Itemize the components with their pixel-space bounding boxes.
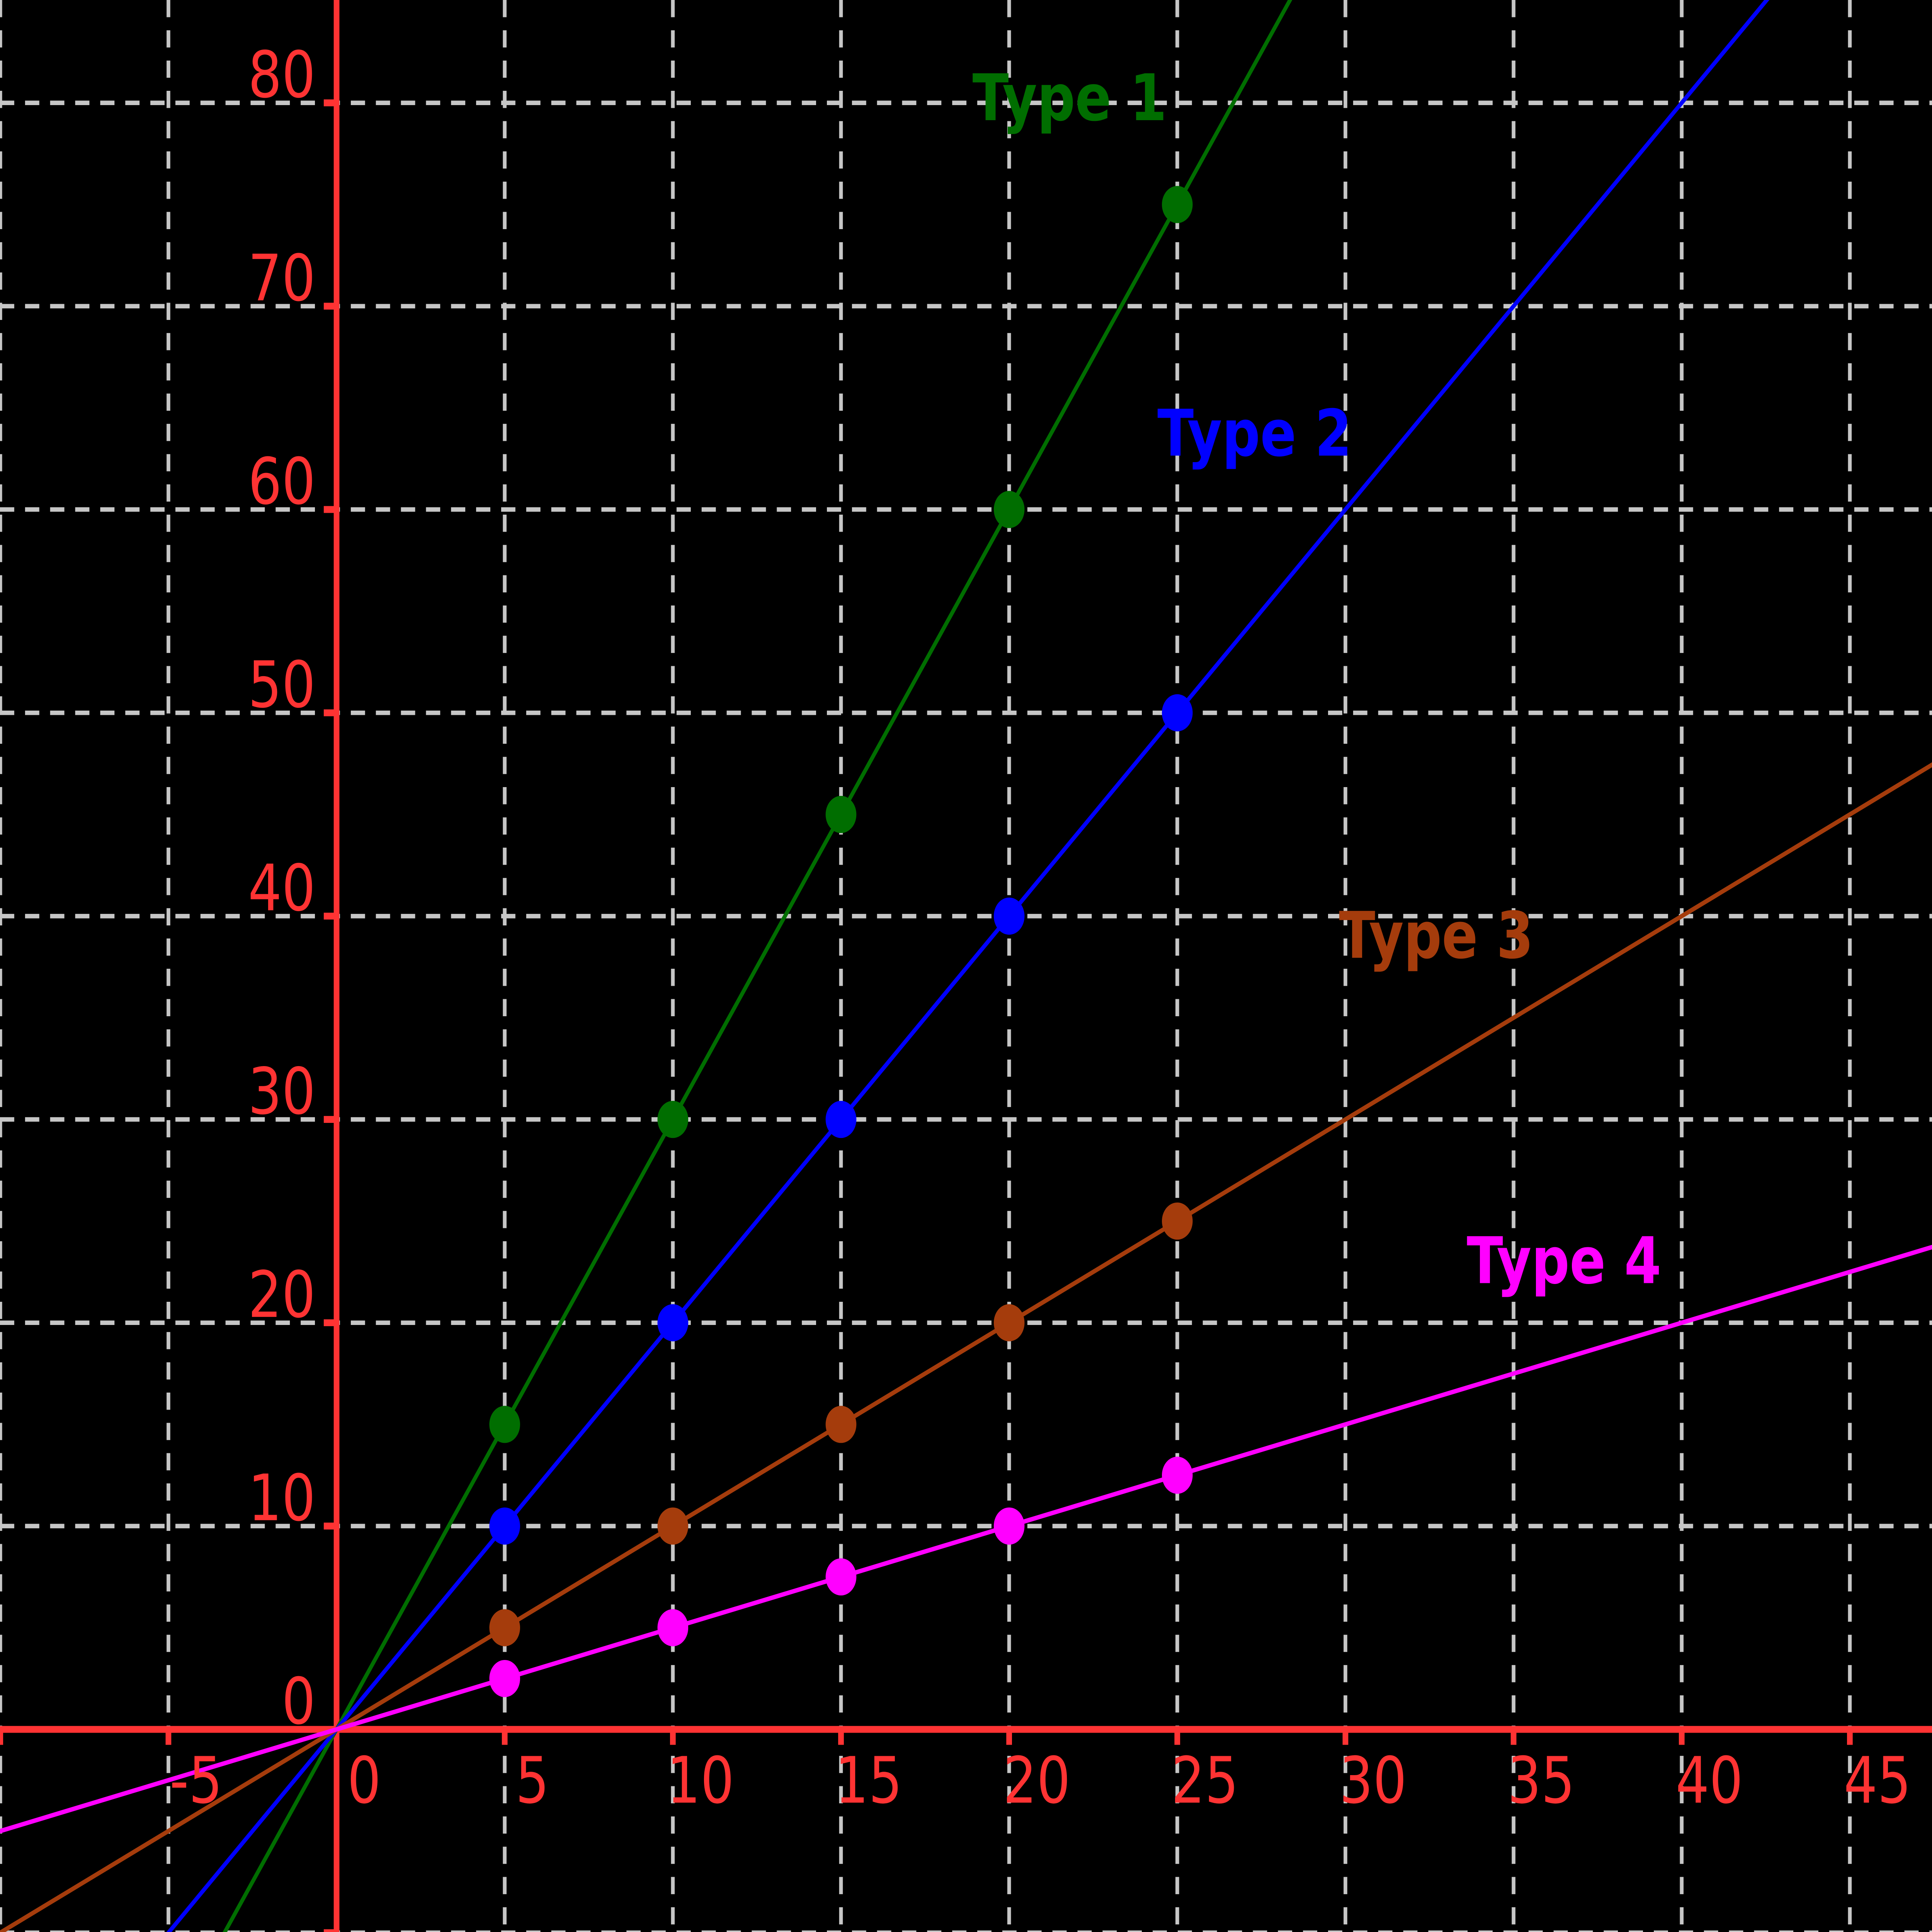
y-tick-label-20: 20 <box>248 1258 315 1332</box>
data-point-type-1-x20 <box>993 491 1025 528</box>
x-tick-label-0: 0 <box>347 1743 381 1818</box>
data-point-type-2-x10 <box>657 1304 689 1342</box>
data-point-type-4-x20 <box>993 1507 1025 1545</box>
x-tick-label-45: 45 <box>1844 1743 1911 1818</box>
data-point-type-3-x25 <box>1162 1202 1193 1240</box>
data-points-type-3 <box>489 1202 1193 1646</box>
data-point-type-4-x10 <box>657 1609 689 1646</box>
data-point-type-1-x10 <box>657 1101 689 1138</box>
data-point-type-3-x20 <box>993 1304 1025 1342</box>
y-tick-label-60: 60 <box>248 444 315 519</box>
data-point-type-3-x15 <box>825 1406 857 1443</box>
y-tick-label-10: 10 <box>248 1461 315 1536</box>
data-point-type-3-x10 <box>657 1507 689 1545</box>
y-tick-label-0: 0 <box>282 1664 315 1739</box>
data-point-type-4-x5 <box>489 1660 520 1697</box>
x-tick-label-30: 30 <box>1339 1743 1406 1818</box>
series-label-type-2: Type 2 <box>1157 396 1352 471</box>
series-label-type-4: Type 4 <box>1467 1224 1661 1299</box>
data-points-type-1 <box>489 186 1193 1443</box>
x-tick-label--5: -5 <box>170 1743 223 1818</box>
data-point-type-1-x25 <box>1162 186 1193 223</box>
data-point-type-2-x25 <box>1162 694 1193 731</box>
data-points-type-2 <box>489 694 1193 1545</box>
data-point-type-1-x5 <box>489 1406 520 1443</box>
x-tick-label-35: 35 <box>1507 1743 1575 1818</box>
x-tick-label-5: 5 <box>515 1743 549 1818</box>
x-tick-labels: -5 0 5 10 15 20 25 30 35 40 45 <box>170 1743 1911 1818</box>
series-label-type-3: Type 3 <box>1339 898 1533 973</box>
tick-marks <box>0 99 1853 1932</box>
x-tick-label-20: 20 <box>1003 1743 1070 1818</box>
y-tick-label-40: 40 <box>248 851 315 925</box>
y-tick-label-70: 70 <box>248 241 315 316</box>
data-point-type-3-x5 <box>489 1609 520 1646</box>
data-point-type-2-x5 <box>489 1507 520 1545</box>
data-point-type-2-x20 <box>993 897 1025 935</box>
x-tick-label-40: 40 <box>1676 1743 1743 1818</box>
y-tick-label-50: 50 <box>248 648 315 722</box>
data-point-type-1-x15 <box>825 796 857 833</box>
data-point-type-2-x15 <box>825 1101 857 1138</box>
y-tick-label-30: 30 <box>248 1054 315 1129</box>
series-line-type-4 <box>0 1245 1932 1833</box>
data-points-type-4 <box>489 1456 1193 1697</box>
y-tick-labels: 0 10 20 30 40 50 60 70 80 <box>248 37 315 1738</box>
series-line-type-3 <box>0 762 1932 1932</box>
series-label-type-1: Type 1 <box>973 61 1167 136</box>
x-tick-label-15: 15 <box>835 1743 902 1818</box>
y-tick-label-80: 80 <box>248 37 315 112</box>
data-point-type-4-x25 <box>1162 1456 1193 1494</box>
data-point-type-4-x15 <box>825 1558 857 1596</box>
x-tick-label-10: 10 <box>667 1743 734 1818</box>
x-tick-label-25: 25 <box>1171 1743 1238 1818</box>
